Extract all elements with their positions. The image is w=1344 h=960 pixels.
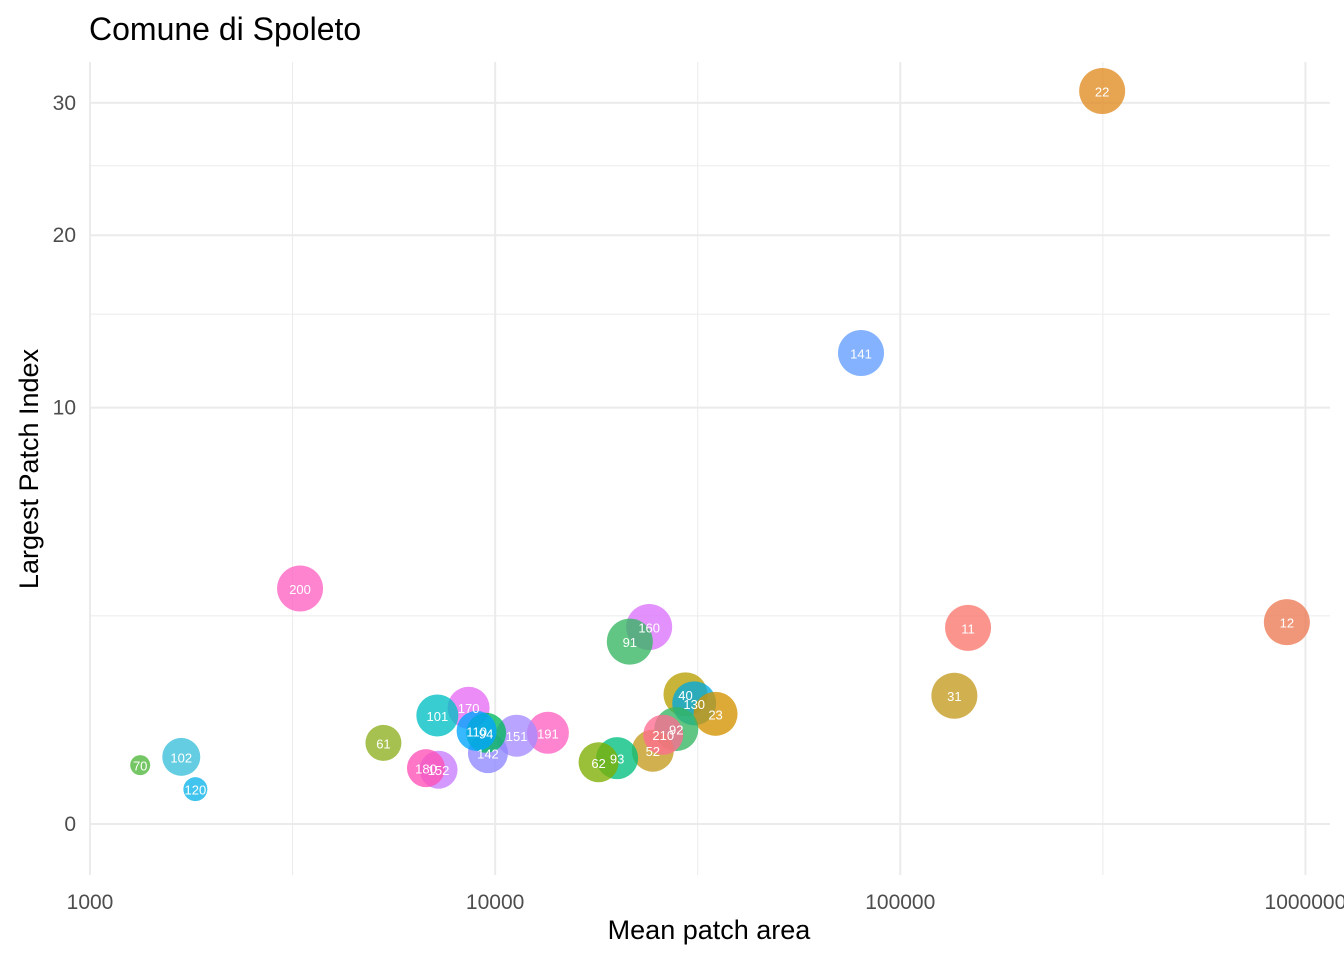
axes: 1000 10000 100000 1000000 0 10 20 30 — [53, 92, 1344, 914]
data-point — [526, 711, 569, 754]
data-point — [838, 329, 885, 376]
data-point-label: 12 — [1280, 616, 1294, 631]
data-points — [130, 67, 1310, 802]
data-point-label: 141 — [850, 346, 872, 361]
data-point-label: 101 — [426, 709, 448, 724]
data-point — [1263, 599, 1310, 646]
data-point — [945, 604, 992, 651]
data-point-label: 70 — [133, 759, 147, 774]
data-point-label: 61 — [376, 736, 390, 751]
grid — [89, 62, 1330, 875]
data-point-label: 23 — [708, 707, 722, 722]
data-point-label: 93 — [610, 752, 624, 767]
data-point-label: 152 — [428, 763, 450, 778]
data-point — [183, 777, 208, 802]
data-point-label: 160 — [638, 620, 660, 635]
x-tick-label: 100000 — [865, 891, 935, 914]
data-point-label: 40 — [678, 688, 692, 703]
data-point — [606, 618, 653, 665]
data-point — [416, 694, 459, 737]
data-point — [162, 737, 201, 776]
data-point — [277, 565, 324, 612]
chart-title: Comune di Spoleto — [89, 11, 361, 47]
x-tick-label: 10000 — [466, 891, 524, 914]
data-point-label: 62 — [591, 756, 605, 771]
x-axis-title: Mean patch area — [608, 915, 812, 945]
data-point-label: 52 — [646, 744, 660, 759]
data-point-label: 170 — [458, 701, 480, 716]
data-point — [406, 749, 445, 788]
data-point — [643, 714, 684, 755]
y-tick-label: 30 — [53, 92, 76, 115]
data-point-label: 142 — [477, 747, 499, 762]
data-point-label: 110 — [466, 724, 487, 739]
y-tick-label: 20 — [53, 224, 76, 247]
data-point — [1079, 67, 1126, 114]
data-point-label: 31 — [947, 689, 961, 704]
data-point — [578, 742, 619, 783]
data-point — [130, 755, 151, 776]
data-point-label: 191 — [537, 726, 559, 741]
data-point — [931, 672, 978, 719]
data-point-label: 180 — [415, 762, 437, 777]
data-point-label: 130 — [683, 697, 705, 712]
data-point-label: 210 — [652, 728, 674, 743]
x-tick-label: 1000 — [67, 891, 114, 914]
y-tick-label: 0 — [64, 813, 76, 836]
data-point-label: 200 — [289, 582, 311, 597]
data-point-label: 22 — [1095, 84, 1109, 99]
data-point-label: 91 — [623, 635, 637, 650]
data-point-label: 120 — [185, 783, 207, 798]
x-tick-label: 1000000 — [1265, 891, 1344, 914]
data-point — [693, 691, 738, 736]
data-point-label: 94 — [479, 726, 493, 741]
data-point-label: 92 — [669, 723, 683, 738]
y-tick-label: 10 — [53, 397, 76, 420]
data-point-label: 151 — [506, 729, 528, 744]
data-point — [365, 724, 402, 761]
data-point-label: 11 — [961, 621, 975, 636]
data-point-label: 102 — [170, 750, 192, 765]
y-axis-title: Largest Patch Index — [14, 348, 44, 589]
data-point — [456, 710, 497, 751]
